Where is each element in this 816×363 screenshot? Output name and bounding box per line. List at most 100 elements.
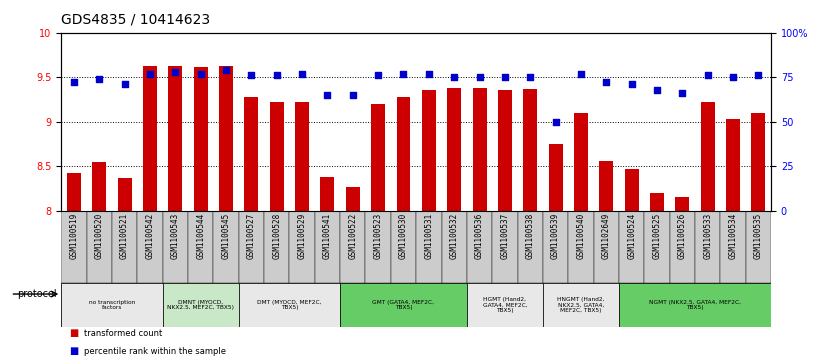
Bar <box>472 88 486 211</box>
Point <box>650 87 663 93</box>
Bar <box>574 113 588 211</box>
Text: DMNT (MYOCD,
NKX2.5, MEF2C, TBX5): DMNT (MYOCD, NKX2.5, MEF2C, TBX5) <box>167 299 234 310</box>
Point <box>752 73 765 78</box>
Bar <box>619 211 645 283</box>
Text: GSM1100527: GSM1100527 <box>247 213 256 259</box>
Text: GSM1100526: GSM1100526 <box>678 213 687 259</box>
Bar <box>219 66 233 211</box>
Text: no transcription
factors: no transcription factors <box>89 299 135 310</box>
Bar <box>61 211 86 283</box>
Bar <box>441 211 467 283</box>
Bar <box>492 211 517 283</box>
Bar <box>498 90 512 211</box>
Bar <box>721 211 746 283</box>
Text: GSM1100529: GSM1100529 <box>298 213 307 259</box>
Bar <box>670 211 695 283</box>
Point <box>549 119 562 125</box>
Bar <box>543 283 619 327</box>
Text: transformed count: transformed count <box>84 329 162 338</box>
Point <box>524 74 537 80</box>
Point <box>726 74 739 80</box>
Bar <box>746 211 771 283</box>
Bar <box>346 187 360 211</box>
Bar <box>548 144 562 211</box>
Point <box>194 71 207 77</box>
Bar <box>321 177 335 211</box>
Bar <box>568 211 593 283</box>
Bar <box>86 211 112 283</box>
Point <box>473 74 486 80</box>
Text: GSM1100520: GSM1100520 <box>95 213 104 259</box>
Text: ■: ■ <box>69 327 78 338</box>
Text: GSM1100530: GSM1100530 <box>399 213 408 259</box>
Bar <box>523 89 537 211</box>
Bar <box>619 283 771 327</box>
Bar <box>295 102 309 211</box>
Text: HGMT (Hand2,
GATA4, MEF2C,
TBX5): HGMT (Hand2, GATA4, MEF2C, TBX5) <box>482 297 527 313</box>
Text: GSM1100544: GSM1100544 <box>196 213 205 259</box>
Text: GSM1100543: GSM1100543 <box>171 213 180 259</box>
Text: GSM1100524: GSM1100524 <box>628 213 636 259</box>
Point <box>346 92 359 98</box>
Bar <box>264 211 290 283</box>
Bar <box>397 97 410 211</box>
Text: GSM1100528: GSM1100528 <box>273 213 282 259</box>
Point <box>423 71 436 77</box>
Point <box>499 74 512 80</box>
Bar <box>213 211 238 283</box>
Bar <box>193 68 207 211</box>
Bar <box>645 211 670 283</box>
Bar <box>726 119 740 211</box>
Bar <box>467 283 543 327</box>
Bar <box>543 211 568 283</box>
Bar <box>650 193 664 211</box>
Text: GSM1100525: GSM1100525 <box>653 213 662 259</box>
Bar <box>701 102 715 211</box>
Text: HNGMT (Hand2,
NKX2.5, GATA4,
MEF2C, TBX5): HNGMT (Hand2, NKX2.5, GATA4, MEF2C, TBX5… <box>557 297 605 313</box>
Bar <box>188 211 213 283</box>
Text: GSM1100531: GSM1100531 <box>424 213 433 259</box>
Text: DMT (MYOCD, MEF2C,
TBX5): DMT (MYOCD, MEF2C, TBX5) <box>257 299 322 310</box>
Point <box>600 79 613 85</box>
Text: NGMT (NKX2.5, GATA4, MEF2C,
TBX5): NGMT (NKX2.5, GATA4, MEF2C, TBX5) <box>649 299 741 310</box>
Bar <box>340 283 467 327</box>
Bar <box>752 113 765 211</box>
Point <box>68 79 81 85</box>
Point <box>270 73 283 78</box>
Text: percentile rank within the sample: percentile rank within the sample <box>84 347 226 356</box>
Bar <box>238 283 340 327</box>
Bar <box>162 211 188 283</box>
Bar <box>391 211 416 283</box>
Point <box>93 76 106 82</box>
Text: GSM1100539: GSM1100539 <box>551 213 560 259</box>
Text: GDS4835 / 10414623: GDS4835 / 10414623 <box>61 13 211 26</box>
Bar <box>61 283 162 327</box>
Bar <box>315 211 340 283</box>
Text: GSM1100533: GSM1100533 <box>703 213 712 259</box>
Bar <box>625 169 639 211</box>
Text: GSM1102649: GSM1102649 <box>602 213 611 259</box>
Point <box>676 90 689 96</box>
Point <box>397 71 410 77</box>
Text: GSM1100519: GSM1100519 <box>69 213 78 259</box>
Point <box>625 81 638 87</box>
Text: GSM1100545: GSM1100545 <box>221 213 230 259</box>
Point <box>701 73 714 78</box>
Text: protocol: protocol <box>17 289 57 299</box>
Bar <box>447 88 461 211</box>
Text: ■: ■ <box>69 346 78 356</box>
Text: GSM1100540: GSM1100540 <box>576 213 585 259</box>
Bar <box>143 66 157 211</box>
Bar <box>118 178 131 211</box>
Text: GMT (GATA4, MEF2C,
TBX5): GMT (GATA4, MEF2C, TBX5) <box>372 299 434 310</box>
Bar <box>112 211 137 283</box>
Point <box>220 67 233 73</box>
Text: GSM1100523: GSM1100523 <box>374 213 383 259</box>
Text: GSM1100537: GSM1100537 <box>500 213 509 259</box>
Point <box>574 71 588 77</box>
Point <box>321 92 334 98</box>
Bar <box>290 211 315 283</box>
Bar <box>416 211 441 283</box>
Bar <box>695 211 721 283</box>
Bar <box>168 66 182 211</box>
